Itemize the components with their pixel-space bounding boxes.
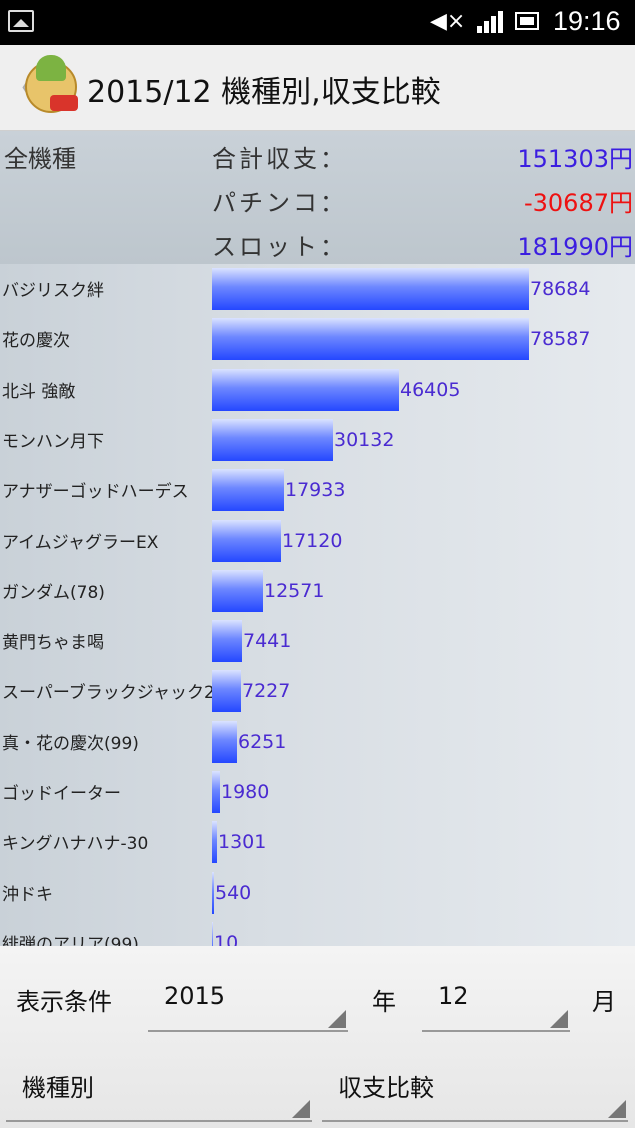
all-models-label: 全機種 xyxy=(4,145,76,173)
chart-row[interactable]: 黄門ちゃま喝 7441 xyxy=(0,616,635,666)
chart-row[interactable]: 北斗 強敵 46405 xyxy=(0,365,635,415)
chart-category-label: 真・花の慶次(99) xyxy=(2,733,139,754)
status-bar: ◀× 19:16 xyxy=(0,0,635,45)
summary-panel: 全機種 合計収支： 151303円 パチンコ： -30687円 スロット： 18… xyxy=(0,131,635,264)
type-spinner[interactable]: 機種別 xyxy=(6,1058,312,1122)
image-icon xyxy=(8,10,34,32)
signal-icon xyxy=(477,11,503,33)
summary-value: -30687円 xyxy=(523,189,633,217)
chart-category-label: キングハナハナ-30 xyxy=(2,834,149,855)
chart-row[interactable]: アナザーゴッドハーデス 17933 xyxy=(0,465,635,515)
dropdown-arrow-icon xyxy=(550,1010,568,1028)
chart-value-label: 12571 xyxy=(264,579,325,602)
chart-bar xyxy=(212,670,241,713)
dropdown-arrow-icon xyxy=(292,1100,310,1118)
condition-label: 表示条件 xyxy=(16,988,112,1016)
month-spinner[interactable]: 12 xyxy=(422,976,570,1032)
dropdown-arrow-icon xyxy=(328,1010,346,1028)
summary-row-slot: スロット： 181990円 xyxy=(0,227,635,267)
chart-value-label: 540 xyxy=(215,881,252,904)
chart-row[interactable]: 花の慶次 78587 xyxy=(0,314,635,364)
chart-row[interactable]: バジリスク絆 78684 xyxy=(0,264,635,314)
chart-row[interactable]: 緋弾のアリア(99) 10 xyxy=(0,918,635,946)
chart-category-label: ゴッドイーター xyxy=(2,784,121,804)
month-unit: 月 xyxy=(592,988,616,1016)
battery-icon xyxy=(515,12,539,30)
summary-value: 151303円 xyxy=(517,145,633,173)
action-bar: 〈 2015/12 機種別,収支比較 xyxy=(0,45,635,131)
summary-label: 合計収支： xyxy=(212,145,347,173)
status-time: 19:16 xyxy=(553,6,621,36)
chart-bar xyxy=(212,771,220,813)
chart-value-label: 17120 xyxy=(282,529,343,552)
chart-value-label: 78684 xyxy=(530,278,591,300)
chart-bar xyxy=(212,620,242,663)
summary-label: スロット： xyxy=(212,233,347,261)
chart-category-label: 北斗 強敵 xyxy=(2,381,76,402)
summary-label: パチンコ： xyxy=(212,189,347,217)
chart-value-label: 6251 xyxy=(238,730,287,753)
chart-bar xyxy=(212,871,214,914)
chart-bar xyxy=(212,268,529,310)
chart-category-label: モンハン月下 xyxy=(2,431,104,452)
chart-row[interactable]: 真・花の慶次(99) 6251 xyxy=(0,717,635,767)
chart-bar xyxy=(212,368,399,411)
chart-bar xyxy=(212,469,284,512)
chart-value-label: 17933 xyxy=(285,479,346,502)
chart-value-label: 1301 xyxy=(218,831,267,854)
summary-row-pachinko: パチンコ： -30687円 xyxy=(0,183,635,223)
filter-panel: 表示条件 2015 年 12 月 機種別 収支比較 xyxy=(0,946,635,1128)
chart-bar xyxy=(212,318,529,361)
chart-bar xyxy=(212,921,213,946)
chart-bar xyxy=(212,821,217,864)
year-unit: 年 xyxy=(372,988,396,1016)
chart-category-label: ガンダム(78) xyxy=(2,582,105,603)
chart-value-label: 30132 xyxy=(334,428,395,451)
chart-bar xyxy=(212,720,237,763)
chart-value-label: 46405 xyxy=(400,378,461,401)
chart-category-label: 緋弾のアリア(99) xyxy=(2,934,139,946)
chart-category-label: 黄門ちゃま喝 xyxy=(2,633,104,654)
chart-row[interactable]: モンハン月下 30132 xyxy=(0,415,635,465)
chart-category-label: 沖ドキ xyxy=(2,884,53,905)
summary-value: 181990円 xyxy=(517,233,633,261)
page-title: 2015/12 機種別,収支比較 xyxy=(87,75,441,110)
chart-category-label: アイムジャグラーEX xyxy=(2,532,159,553)
chart-category-label: バジリスク絆 xyxy=(2,281,104,301)
year-spinner[interactable]: 2015 xyxy=(148,976,348,1032)
chart-bar xyxy=(212,418,333,461)
compare-spinner[interactable]: 収支比較 xyxy=(322,1058,628,1122)
model-balance-chart[interactable]: バジリスク絆 78684 花の慶次 78587 北斗 強敵 46405 モンハン月下 3013… xyxy=(0,264,635,946)
chart-value-label: 10 xyxy=(214,931,239,946)
year-value: 2015 xyxy=(164,982,226,1010)
chart-value-label: 7441 xyxy=(243,630,292,653)
month-value: 12 xyxy=(438,982,469,1010)
chart-category-label: スーパーブラックジャック2 xyxy=(2,683,215,704)
chart-row[interactable]: ゴッドイーター 1980 xyxy=(0,767,635,817)
app-logo-icon[interactable] xyxy=(22,55,80,117)
compare-value: 収支比較 xyxy=(338,1074,434,1102)
chart-value-label: 1980 xyxy=(221,781,270,803)
chart-bar xyxy=(212,519,281,562)
summary-row-total: 合計収支： 151303円 xyxy=(0,139,635,179)
chart-row[interactable]: 沖ドキ 540 xyxy=(0,868,635,918)
mute-icon: ◀× xyxy=(430,9,466,34)
type-value: 機種別 xyxy=(22,1074,94,1102)
chart-category-label: 花の慶次 xyxy=(2,331,70,352)
chart-row[interactable]: スーパーブラックジャック2 7227 xyxy=(0,666,635,716)
chart-category-label: アナザーゴッドハーデス xyxy=(2,482,189,503)
dropdown-arrow-icon xyxy=(608,1100,626,1118)
chart-row[interactable]: キングハナハナ-30 1301 xyxy=(0,817,635,867)
chart-value-label: 78587 xyxy=(530,328,591,351)
chart-value-label: 7227 xyxy=(242,680,291,703)
chart-row[interactable]: ガンダム(78) 12571 xyxy=(0,566,635,616)
chart-bar xyxy=(212,569,263,612)
chart-row[interactable]: アイムジャグラーEX 17120 xyxy=(0,516,635,566)
